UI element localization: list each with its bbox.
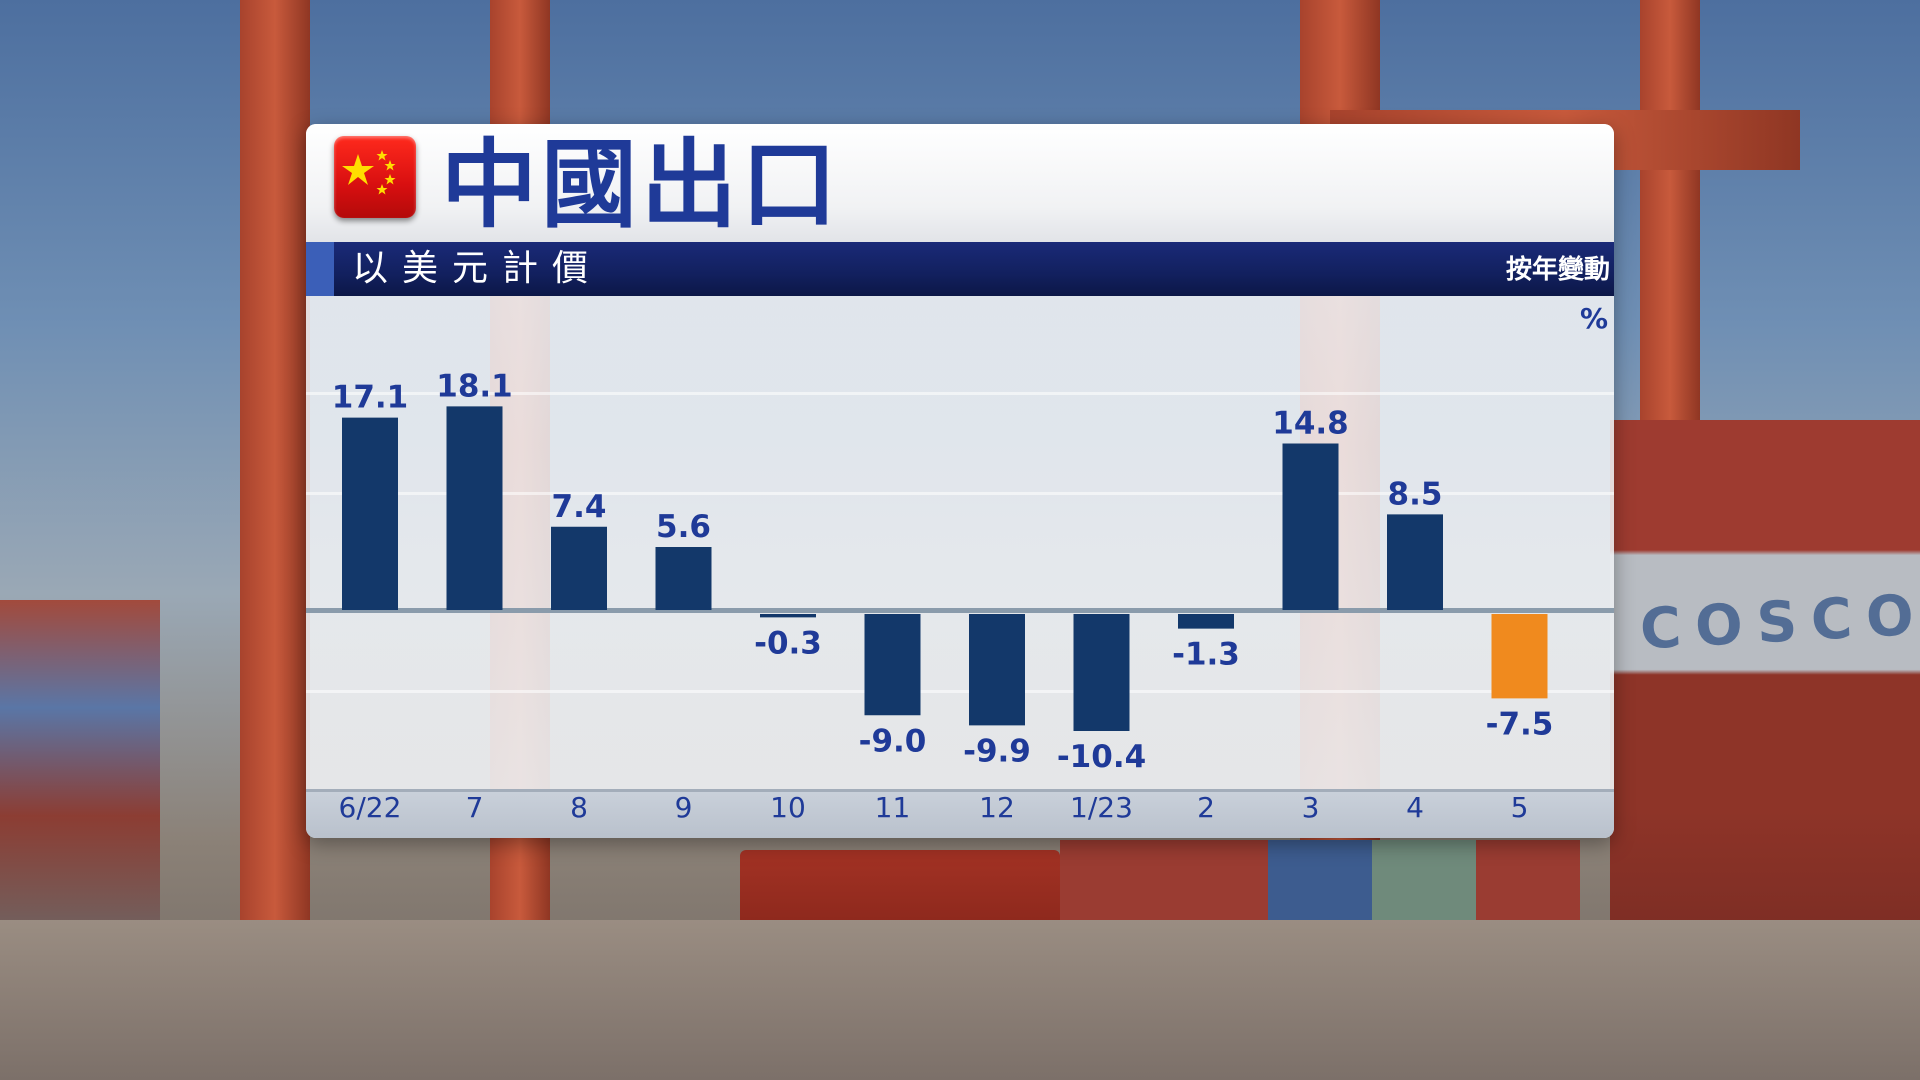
container-stack-left [0,600,160,960]
band-accent [306,242,334,296]
crane-leg-left [240,0,310,1000]
bar-value-label: -9.0 [859,723,927,759]
gridline [306,392,1614,395]
bar-value-label: 8.5 [1388,476,1443,512]
bar-value-label: -10.4 [1057,739,1146,775]
x-tick-label: 4 [1406,791,1424,824]
bar-10 [760,614,816,618]
bar-1/23 [1073,614,1130,731]
x-tick-label: 2 [1197,791,1215,824]
x-tick-label: 9 [675,791,693,824]
x-tick-label: 7 [466,791,484,824]
chart-subtitle: 以美元計價 [352,248,603,289]
x-tick-label: 3 [1302,791,1320,824]
bar-9 [655,547,712,610]
change-label: 按年變動 [1505,255,1610,285]
bar-11 [864,614,921,716]
bar-value-label: 14.8 [1272,406,1349,442]
x-tick-label: 8 [570,791,588,824]
bar-3 [1282,443,1339,610]
bar-6/22 [342,417,398,610]
bar-2 [1178,614,1234,629]
x-tick-label: 12 [979,791,1015,824]
bar-4 [1387,514,1443,610]
bar-value-label: -0.3 [754,625,822,661]
bar-value-label: 17.1 [332,380,409,416]
gridline [306,492,1614,495]
subtitle-band: 以美元計價 按年變動 [306,242,1614,296]
chart-title: 中國出口 [441,129,841,241]
unit-label: % [1579,302,1608,335]
bar-value-label: 18.1 [436,368,513,404]
x-tick-label: 5 [1511,791,1529,824]
x-tick-label: 1/23 [1070,791,1133,824]
x-tick-label: 10 [770,791,806,824]
x-tick-label: 11 [875,791,911,824]
chart-header: 中國出口 [306,124,1614,242]
chart-panel: 中國出口 以美元計價 按年變動 % 17.1 6/22 18.1 7 7.4 8 5.6 9 -… [306,124,1614,838]
bar-value-label: -9.9 [963,733,1031,769]
bar-value-label: -1.3 [1172,637,1240,673]
ground [0,920,1920,1080]
bar-8 [551,526,607,610]
crane-leg-far-right [1640,0,1700,430]
container-stack-right [1610,420,1920,940]
bar-value-label: -7.5 [1486,706,1554,742]
china-flag-icon [334,136,416,218]
bar-value-label: 5.6 [656,509,711,545]
bar-7 [446,406,503,610]
zero-baseline [306,608,1614,613]
bar-12 [969,614,1025,726]
x-axis-band [306,789,1614,838]
x-tick-label: 6/22 [339,791,402,824]
bar-value-label: 7.4 [552,489,607,525]
bar-chart: 17.1 6/22 18.1 7 7.4 8 5.6 9 -0.3 10 -9.0 11 -9.9 12 -… [332,368,1554,824]
bar-5 [1491,614,1548,699]
gridline [306,690,1614,693]
